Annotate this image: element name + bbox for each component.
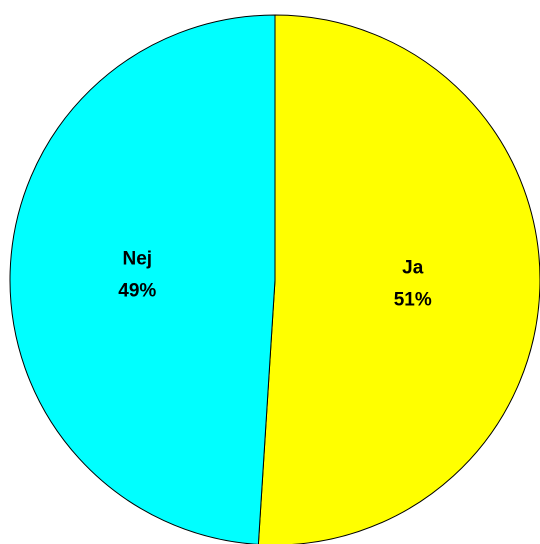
slice-value-label: 49% bbox=[118, 281, 156, 302]
slice-label: Nej bbox=[122, 249, 152, 270]
pie-slice bbox=[257, 14, 540, 544]
slice-label: Ja bbox=[402, 257, 424, 278]
pie-slice bbox=[9, 14, 276, 544]
slice-value-label: 51% bbox=[394, 289, 432, 310]
